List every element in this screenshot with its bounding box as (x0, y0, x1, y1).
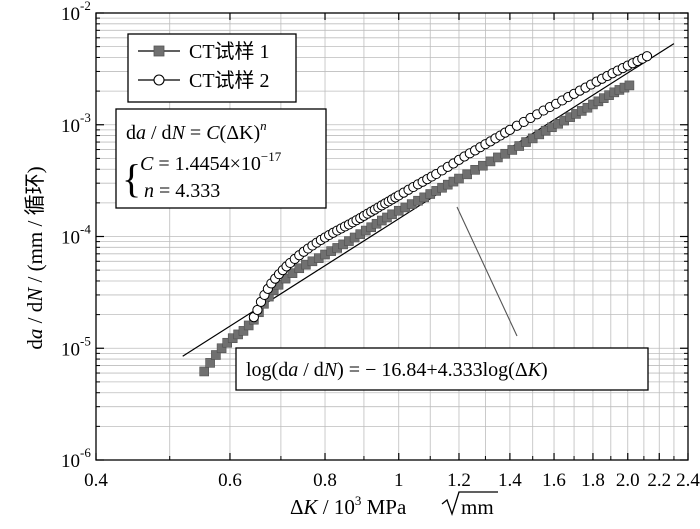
x-tick-label: 1.2 (447, 470, 471, 491)
equation-line-2: C = 1.4454×10−17 (140, 149, 282, 175)
data-point-square (243, 320, 254, 331)
x-tick-label: 2.4 (676, 470, 700, 491)
y-tick-label: 10-3 (61, 110, 91, 137)
fit-label-box (235, 347, 649, 391)
legend: CT试样 1 CT试样 2 (127, 33, 297, 103)
x-axis-title: ΔK / 103 MPa mm (290, 491, 498, 519)
fit-label: log(da / dN) = − 16.84+4.333log(ΔK) (235, 206, 649, 391)
sqrt-symbol (441, 491, 498, 517)
fit-label-text: log(da / dN) = − 16.84+4.333log(ΔK) (246, 359, 548, 381)
series-2 (248, 51, 653, 323)
equation-box-frame (115, 108, 327, 209)
data-point-square (199, 366, 210, 377)
data-point-square (287, 268, 298, 278)
equation-line-1: da / dN = C(ΔK)n (126, 118, 267, 144)
data-point-square (205, 358, 215, 368)
x-tick-label: 1 (394, 470, 404, 491)
equation-brace: { (122, 156, 141, 201)
data-point-square (462, 169, 472, 180)
x-tick-label: 1.6 (542, 470, 566, 491)
fit-label-leader (456, 206, 518, 337)
data-point-square (211, 350, 221, 360)
x-tick-label: 2.2 (647, 470, 671, 491)
legend-box (127, 33, 297, 103)
legend-marker-2 (153, 74, 165, 86)
equation-line-3: n = 4.333 (144, 180, 220, 202)
y-tick-label: 10-2 (61, 0, 91, 25)
y-tick-label: 10-5 (61, 333, 91, 360)
y-tick-label: 10-4 (61, 222, 91, 249)
legend-label-2: CT试样 2 (189, 69, 270, 92)
x-tick-label: 0.4 (84, 470, 108, 491)
data-series-group (199, 51, 653, 377)
legend-marker-1 (153, 45, 165, 57)
data-point-square (624, 80, 635, 91)
x-tick-label: 1.8 (581, 470, 605, 491)
x-tick-label: 1.4 (498, 470, 522, 491)
data-point-circle (641, 51, 653, 62)
y-tick-label: 10-6 (61, 445, 91, 472)
axis-ticks (95, 12, 689, 461)
data-point-square (238, 326, 249, 336)
data-point-square (216, 343, 227, 354)
x-tick-label: 0.6 (218, 470, 242, 491)
x-tick-label: 0.8 (313, 470, 337, 491)
y-axis-title: da / dN / (mm / 循环) (23, 166, 47, 349)
svg-text:ΔK / 103 MPa: ΔK / 103 MPa (290, 493, 407, 519)
x-tick-label: 2.0 (616, 470, 640, 491)
axis-tick-labels: 0.4 0.6 0.8 1 1.2 1.4 1.6 1.8 2.0 2.2 2.4 10-6 10-5 1… (61, 0, 700, 491)
legend-label-1: CT试样 1 (189, 40, 270, 63)
equation-box: da / dN = C(ΔK)n { C = 1.4454×10−17 n = … (115, 108, 327, 209)
svg-text:mm: mm (461, 495, 494, 519)
data-point-square (454, 173, 464, 184)
